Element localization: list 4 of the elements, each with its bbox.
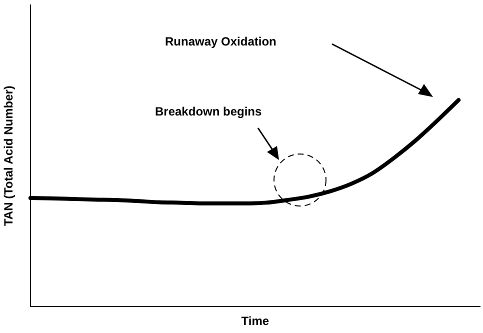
text: Runaway Oxidation — [165, 34, 276, 48]
x-axis-title: Time — [241, 314, 270, 328]
y-axis-title: TAN (Total Acid Number) — [2, 86, 16, 226]
annotation: Breakdown begins — [155, 104, 262, 118]
